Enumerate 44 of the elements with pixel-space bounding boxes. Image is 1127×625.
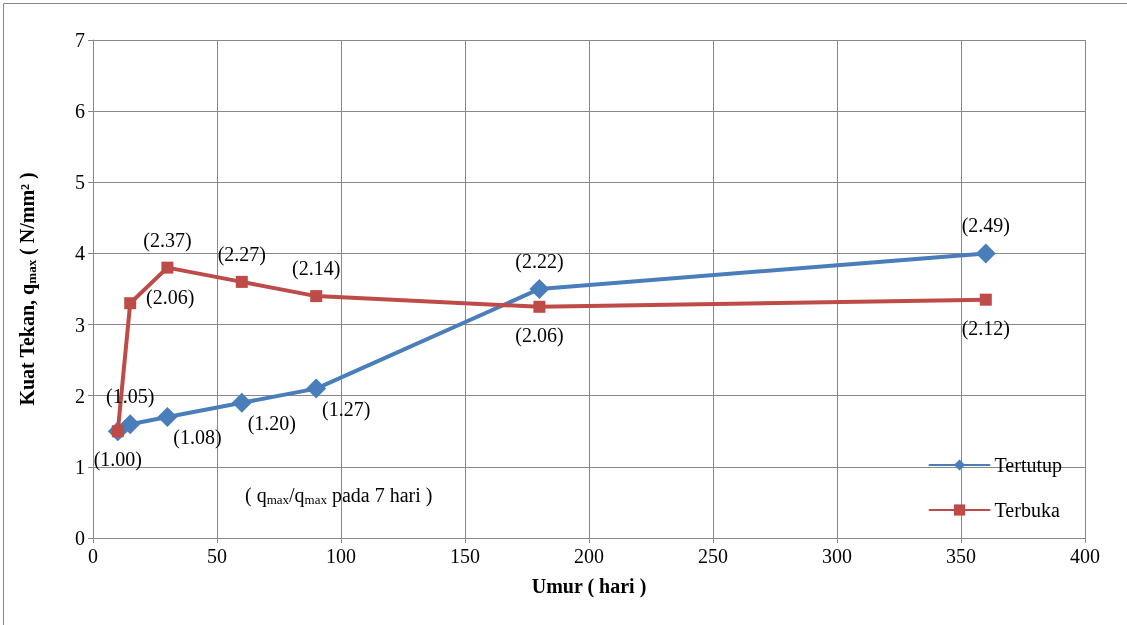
y-tick-label: 7 — [75, 29, 85, 51]
y-axis-title: Kuat Tekan, qmax ( N/mm² ) — [16, 172, 39, 406]
annotation: (2.06) — [146, 286, 195, 310]
annotation: (2.14) — [292, 257, 341, 281]
x-tick-label: 100 — [326, 545, 356, 567]
x-tick-label: 150 — [450, 545, 480, 567]
y-tick-label: 5 — [75, 171, 85, 194]
annotation: (2.12) — [961, 316, 1010, 340]
x-tick-label: 350 — [946, 545, 976, 567]
annotation: (1.00) — [93, 448, 142, 472]
point — [306, 378, 327, 399]
x-tick-label: 300 — [822, 545, 852, 567]
x-tick-label: 400 — [1070, 545, 1100, 567]
annotation: (2.06) — [515, 323, 564, 347]
point — [529, 279, 550, 299]
point — [533, 300, 546, 313]
point — [120, 414, 141, 435]
y-tick-label: 3 — [75, 313, 85, 336]
annotation: (2.37) — [143, 228, 192, 252]
y-tick-label: 2 — [75, 384, 85, 407]
annotation: (1.20) — [247, 411, 296, 435]
annotation: (1.08) — [173, 426, 222, 450]
point — [161, 261, 174, 274]
point — [157, 407, 178, 428]
point — [231, 392, 252, 413]
x-tick-label: 250 — [698, 545, 728, 567]
x-axis-title: Umur ( hari ) — [531, 575, 647, 598]
legend-label: Tertutup — [994, 454, 1063, 477]
point — [975, 243, 996, 264]
x-tick-label: 50 — [207, 545, 227, 567]
annotation: (2.49) — [961, 214, 1010, 238]
point — [979, 293, 992, 306]
x-tick-label: 200 — [574, 545, 604, 567]
legend-label: Terbuka — [994, 499, 1060, 521]
y-tick-label: 1 — [75, 455, 85, 478]
annotation: (2.27) — [217, 242, 266, 266]
point — [310, 290, 323, 303]
annotation: (1.27) — [322, 397, 371, 421]
y-tick-label: 6 — [75, 100, 85, 123]
y-tick-label: 0 — [75, 527, 85, 549]
annotation: (2.22) — [515, 250, 564, 273]
y-tick-label: 4 — [75, 242, 85, 265]
point — [124, 297, 137, 310]
point — [235, 275, 248, 288]
